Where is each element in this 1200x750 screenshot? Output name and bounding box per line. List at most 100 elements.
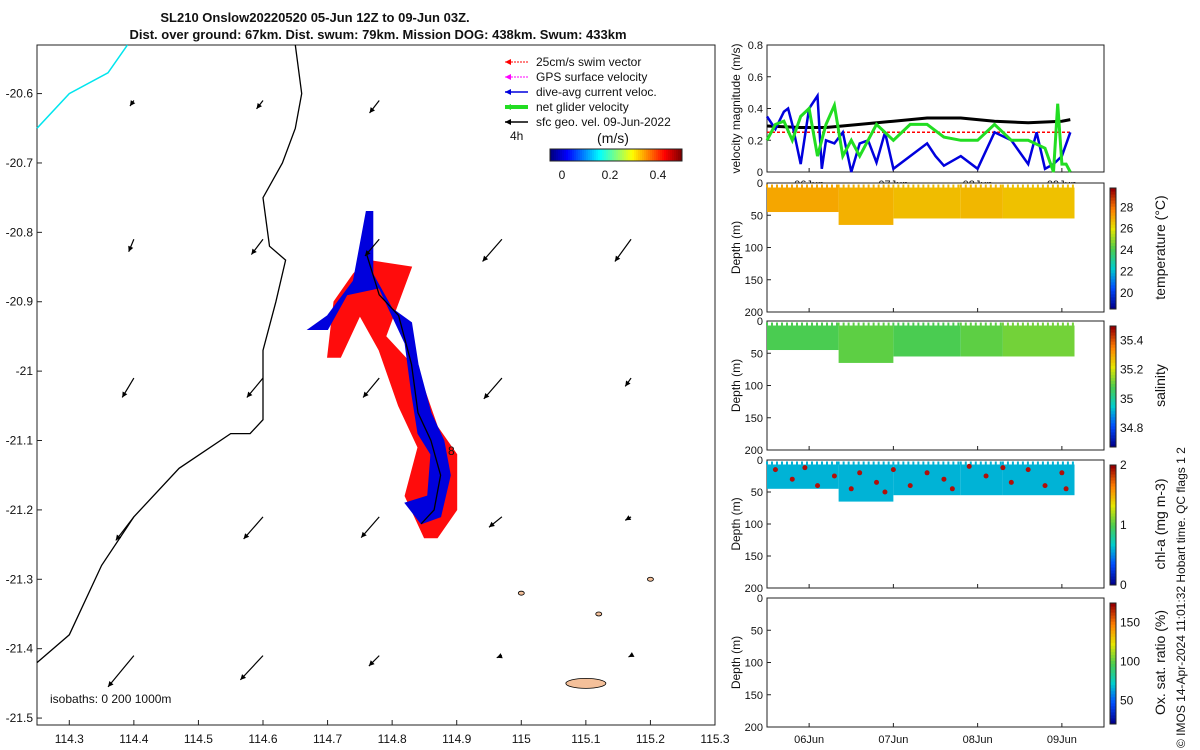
- chla-colorbar-cell: [1110, 573, 1116, 577]
- oxygen-panel: 0 50 100 150 200 06Jun 07Jun 08Jun 09Jun Depth (m…: [729, 593, 1168, 746]
- colorbar-cell: [676, 149, 679, 161]
- salinity-colorbar-cell: [1110, 392, 1116, 397]
- salinity-colorbar-cell: [1110, 401, 1116, 406]
- colorbar-cell: [628, 149, 631, 161]
- oxygen-colorbar-tick: 100: [1120, 655, 1140, 669]
- temperature-colorbar-cell: [1110, 209, 1116, 213]
- colorbar-cell: [666, 149, 669, 161]
- y-tick-label: 150: [745, 413, 763, 425]
- chla-colorbar-cell: [1110, 480, 1116, 484]
- temperature-data-block: [767, 187, 839, 213]
- chla-colorbar-cell: [1110, 558, 1116, 562]
- isobaths-label: isobaths: 0 200 1000m: [50, 692, 171, 706]
- arrow-head: [129, 100, 136, 107]
- oxygen-colorbar-cell: [1110, 636, 1116, 640]
- credit-text: © IMOS 14-Apr-2024 11:01:32 Hobart time.…: [1174, 447, 1188, 748]
- temperature-colorbar-tick: 22: [1120, 265, 1134, 279]
- oxygen-colorbar-cell: [1110, 690, 1116, 695]
- y-tick-label: 0.8: [748, 40, 763, 52]
- legend-arrowhead: [505, 89, 511, 95]
- colorbar-cell: [612, 149, 615, 161]
- oxygen-colorbar-cell: [1110, 624, 1116, 628]
- colorbar-cell: [576, 149, 579, 161]
- island: [517, 590, 525, 596]
- map-frame: [36, 44, 716, 726]
- salinity-colorbar-cell: [1110, 395, 1116, 400]
- arrow-head: [496, 653, 503, 659]
- x-tick-label: 115.2: [636, 732, 665, 746]
- map-annotation: 8: [448, 444, 455, 458]
- temperature-colorbar-tick: 24: [1120, 243, 1134, 257]
- temperature-colorbar-cell: [1110, 305, 1116, 310]
- temperature-colorbar-cell: [1110, 251, 1116, 256]
- chla-colorbar-cell: [1110, 528, 1116, 532]
- salinity-panel: 0 50 100 150 200 Depth (m) 34.8 35 35.2 35.4 salin…: [729, 316, 1168, 457]
- geo-velocity-arrow: [362, 377, 380, 398]
- chla-colorbar-label: chl-a (mg m-3): [1152, 478, 1168, 569]
- colorbar-cell: [592, 149, 595, 161]
- geo-velocity-arrow: [246, 377, 264, 398]
- colorbar-cell: [608, 149, 611, 161]
- salinity-colorbar-cell: [1110, 422, 1116, 427]
- geo-velocity-arrow: [129, 100, 136, 107]
- geo-velocity-arrow: [115, 516, 135, 541]
- salinity-data-block: [960, 325, 1003, 357]
- chla-hotspot: [1063, 486, 1069, 492]
- oxygen-colorbar-cell: [1110, 648, 1116, 652]
- chla-hotspot: [815, 483, 821, 489]
- y-tick-label: 50: [751, 348, 763, 360]
- x-tick-label: 114.9: [442, 732, 471, 746]
- chla-colorbar-cell: [1110, 474, 1116, 478]
- y-tick-label: 150: [745, 551, 763, 563]
- arrow-head: [368, 660, 375, 667]
- temperature-colorbar-cell: [1110, 239, 1116, 243]
- oxygen-colorbar-cell: [1110, 693, 1116, 698]
- colorbar-cell: [632, 149, 635, 161]
- colorbar-cell: [624, 149, 627, 161]
- geo-velocity-arrow: [243, 516, 264, 540]
- colorbar-cell: [672, 149, 675, 161]
- colorbar-cell: [644, 149, 647, 161]
- legend-label: sfc geo. vel. 09-Jun-2022: [536, 115, 671, 129]
- colorbar-cell: [668, 149, 671, 161]
- geo-velocity-arrow: [483, 377, 503, 400]
- geo-velocity-arrow: [360, 516, 380, 539]
- geo-velocity-arrow: [496, 653, 503, 659]
- salinity-colorbar-cell: [1110, 332, 1116, 336]
- oxygen-colorbar-cell: [1110, 672, 1116, 677]
- chla-colorbar-cell: [1110, 564, 1116, 568]
- oxygen-colorbar-cell: [1110, 687, 1116, 692]
- salinity-colorbar-cell: [1110, 356, 1116, 360]
- arrow-head: [628, 652, 635, 657]
- chla-colorbar-cell: [1110, 570, 1116, 574]
- arrow-head: [240, 674, 247, 680]
- x-tick-label: 114.3: [55, 732, 84, 746]
- colorbar-cell: [618, 149, 621, 161]
- chla-colorbar-cell: [1110, 465, 1116, 469]
- oxygen-colorbar-cell: [1110, 675, 1116, 680]
- salinity-colorbar-cell: [1110, 344, 1116, 348]
- x-tick-label: 114.6: [248, 732, 277, 746]
- oxygen-colorbar-cell: [1110, 612, 1116, 616]
- chla-hotspot: [1025, 467, 1031, 473]
- colorbar-cell: [648, 149, 651, 161]
- colorbar-cell: [614, 149, 617, 161]
- temperature-colorbar-cell: [1110, 242, 1116, 246]
- oxygen-colorbar-cell: [1110, 621, 1116, 625]
- temperature-colorbar-cell: [1110, 269, 1116, 274]
- figure-title: SL210 Onslow20220520 05-Jun 12Z to 09-Ju…: [129, 10, 626, 42]
- salinity-colorbar-cell: [1110, 371, 1116, 375]
- geo-velocity-arrow: [128, 239, 135, 253]
- salinity-colorbar-cell: [1110, 407, 1116, 412]
- colorbar-cell: [598, 149, 601, 161]
- oxygen-colorbar-cell: [1110, 630, 1116, 634]
- chla-data-block: [1002, 464, 1075, 496]
- colorbar-cell: [606, 149, 609, 161]
- temperature-colorbar-cell: [1110, 230, 1116, 234]
- oxygen-colorbar-cell: [1110, 681, 1116, 686]
- arrow-head: [369, 107, 375, 113]
- legend-label: GPS surface velocity: [536, 70, 647, 84]
- temperature-colorbar-cell: [1110, 290, 1116, 295]
- temperature-colorbar-cell: [1110, 194, 1116, 198]
